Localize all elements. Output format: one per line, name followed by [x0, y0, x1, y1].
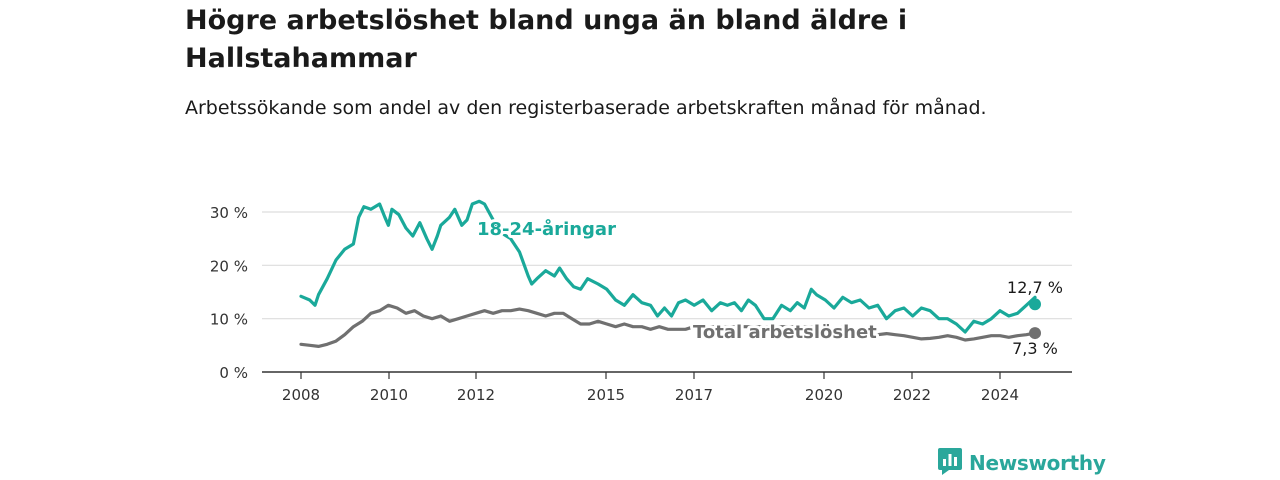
end-label-youth: 12,7 % [1007, 278, 1063, 297]
y-tick-label: 30 % [210, 204, 248, 222]
annotation-youth-text: 18-24-åringar [477, 218, 616, 240]
y-axis-ticks: 0 % 10 % 20 % 30 % [210, 204, 248, 382]
series-line [299, 303, 1037, 348]
newsworthy-brand: Newsworthy [937, 448, 1106, 478]
annotation-youth-halo: 18-24-åringar [477, 218, 616, 240]
x-axis: 2008 2010 2012 2015 2017 2020 2022 2024 [262, 371, 1072, 404]
x-tick-label: 2012 [457, 386, 495, 404]
series-end-dot [1029, 327, 1041, 340]
end-label-total: 7,3 % [1012, 339, 1058, 358]
gridlines [262, 211, 1072, 320]
x-tick-label: 2015 [587, 386, 625, 404]
x-tick-label: 2008 [282, 386, 320, 404]
series-line [299, 199, 1037, 334]
x-tick-label: 2020 [805, 386, 843, 404]
annotation-total-text: Total arbetslöshet [693, 322, 877, 343]
newsworthy-logo-icon [937, 446, 963, 480]
y-tick-label: 10 % [210, 311, 248, 329]
x-tick-label: 2017 [675, 386, 713, 404]
y-tick-label: 0 % [219, 364, 248, 382]
annotation-total-halo: Total arbetslöshet [693, 322, 877, 343]
series-end-dot [1029, 298, 1041, 311]
x-tick-label: 2022 [893, 386, 931, 404]
chart-title: Högre arbetslöshet bland unga än bland ä… [185, 5, 908, 74]
chart-subtitle: Arbetssökande som andel av den registerb… [185, 97, 987, 119]
brand-name: Newsworthy [969, 451, 1106, 475]
y-tick-label: 20 % [210, 257, 248, 275]
x-tick-label: 2024 [981, 386, 1019, 404]
x-tick-label: 2010 [370, 386, 408, 404]
series-lines [299, 199, 1041, 348]
